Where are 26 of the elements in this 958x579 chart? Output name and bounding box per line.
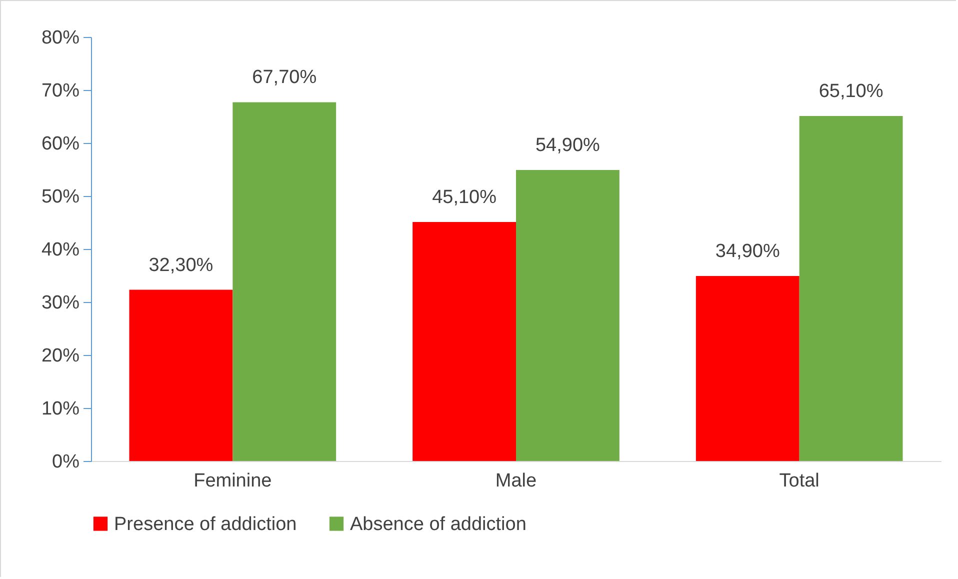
y-tick-label: 30% [41,292,80,314]
legend-label: Presence of addiction [114,514,297,535]
data-label: 67,70% [252,67,317,88]
data-label: 32,30% [148,254,214,276]
x-tick-label: Male [495,470,537,492]
x-tick-label: Feminine [194,470,272,492]
y-tick-label: 10% [41,398,80,420]
x-tick-label: Total [779,470,820,492]
y-tick-label: 80% [41,28,80,48]
y-tick-label: 60% [41,134,80,154]
y-tick-label: 70% [41,80,80,102]
y-tick-label: 40% [41,240,80,260]
y-tick-label: 20% [41,346,80,366]
data-label: 45,10% [432,186,497,208]
bar [129,290,233,461]
data-label: 65,10% [818,80,884,102]
bar [232,102,336,461]
bar [696,276,800,461]
legend-label: Absence of addiction [350,514,526,535]
bar [799,116,903,461]
data-label: 34,90% [715,241,780,262]
data-label: 54,90% [535,135,600,156]
y-tick-label: 50% [41,186,80,208]
y-tick-label: 0% [52,452,80,472]
bar [516,170,620,461]
bar [412,222,516,461]
